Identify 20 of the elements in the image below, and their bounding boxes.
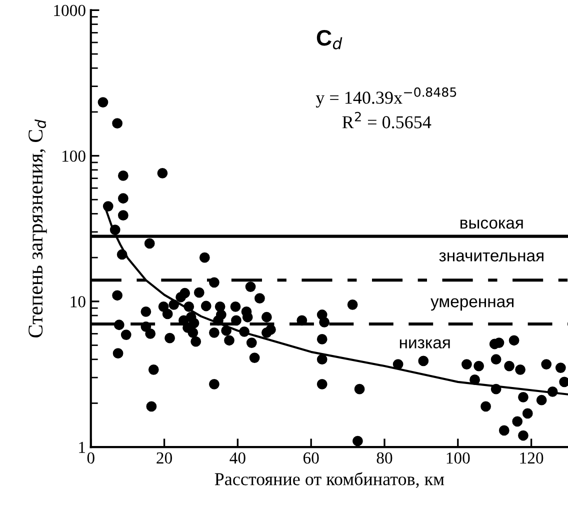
y-tick-label: 10 xyxy=(70,296,86,308)
x-tick-label: 80 xyxy=(376,452,392,464)
annotation: высокая xyxy=(460,220,523,229)
annotation: значительная xyxy=(439,252,544,262)
annotation: y = 140.39x$^{−0.8485}$ xyxy=(316,87,456,108)
x-tick-label: 0 xyxy=(87,452,94,464)
x-tick-label: 40 xyxy=(230,452,246,464)
y-axis-title: Степень загрязнения, C$_{d}$ xyxy=(28,119,47,338)
x-tick-label: 120 xyxy=(520,452,544,464)
x-tick-label: 20 xyxy=(156,452,172,464)
text: C$_{d}$ xyxy=(316,30,342,50)
annotation: R$^{2}$ = 0.5654 xyxy=(342,112,432,128)
y-tick-label: 1000 xyxy=(54,4,86,16)
x-axis-title: Расстояние от комбинатов, км xyxy=(214,472,444,488)
y-tick-label: 1 xyxy=(79,442,86,453)
annotation: низкая xyxy=(400,339,450,348)
x-tick-label: 60 xyxy=(303,452,319,464)
y-tick-label: 100 xyxy=(62,150,86,162)
annotation: умеренная xyxy=(430,298,514,311)
x-tick-label: 100 xyxy=(446,452,470,464)
